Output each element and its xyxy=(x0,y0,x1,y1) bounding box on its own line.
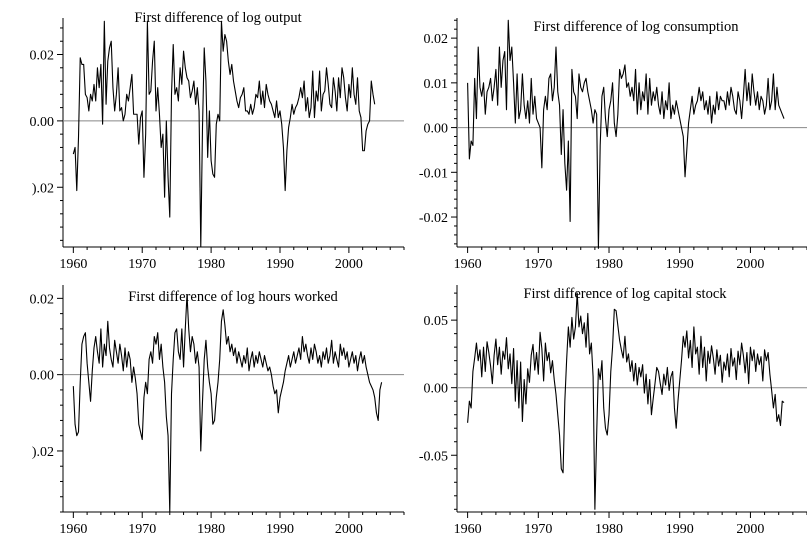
x-tick-label: 1990 xyxy=(666,522,694,534)
panel-title: First difference of log output xyxy=(134,10,301,26)
x-tick-label: 1990 xyxy=(266,522,294,534)
panel-output: First difference of log output 1960 1970 19… xyxy=(30,10,405,272)
y-tick-label: 0.01 xyxy=(424,77,449,92)
series-line xyxy=(467,292,785,510)
y-tick-label: -0.01 xyxy=(419,166,448,181)
y-tick-label: 0.00 xyxy=(424,382,449,397)
x-tick-label: 1970 xyxy=(524,257,552,272)
x-tick-label: 1980 xyxy=(197,257,225,272)
panel-capital-stock: First difference of log capital stock 196… xyxy=(419,285,807,534)
x-tick-label: 1960 xyxy=(59,257,87,272)
y-tick-label: 0.05 xyxy=(424,314,449,329)
panel-title: First difference of log hours worked xyxy=(128,289,338,305)
panel-title: First difference of log capital stock xyxy=(523,286,727,302)
x-tick-label: 1970 xyxy=(128,522,156,534)
x-tick-label: 1980 xyxy=(595,522,623,534)
series-line xyxy=(72,293,383,513)
x-tick-label: 2000 xyxy=(736,257,764,272)
panel-consumption: First difference of log consumption 1960 1… xyxy=(419,18,807,272)
y-tick-label: -0.02 xyxy=(419,211,448,226)
x-tick-label: 1990 xyxy=(666,257,694,272)
y-tick-label: -0.05 xyxy=(419,449,448,464)
panel-title: First difference of log consumption xyxy=(533,19,739,35)
y-tick-label: ).02 xyxy=(32,181,54,196)
y-tick-label: 0.00 xyxy=(30,369,55,384)
y-tick-label: ).02 xyxy=(32,445,54,460)
y-tick-label: 0.02 xyxy=(30,49,55,64)
x-tick-label: 1960 xyxy=(454,522,482,534)
y-tick-label: 0.02 xyxy=(424,32,449,47)
x-tick-label: 1960 xyxy=(59,522,87,534)
x-tick-label: 2000 xyxy=(335,257,363,272)
series-line xyxy=(72,20,376,248)
x-tick-label: 2000 xyxy=(736,522,764,534)
series-line xyxy=(467,19,785,249)
x-tick-label: 1970 xyxy=(128,257,156,272)
y-tick-label: 0.00 xyxy=(30,115,55,130)
x-tick-label: 1980 xyxy=(197,522,225,534)
x-tick-label: 1980 xyxy=(595,257,623,272)
y-tick-label: 0.00 xyxy=(424,122,449,137)
x-tick-label: 2000 xyxy=(335,522,363,534)
x-tick-label: 1990 xyxy=(266,257,294,272)
x-tick-label: 1960 xyxy=(454,257,482,272)
y-tick-label: 0.02 xyxy=(30,292,55,307)
x-tick-label: 1970 xyxy=(524,522,552,534)
panel-hours-worked: First difference of log hours worked 1960… xyxy=(30,285,405,534)
